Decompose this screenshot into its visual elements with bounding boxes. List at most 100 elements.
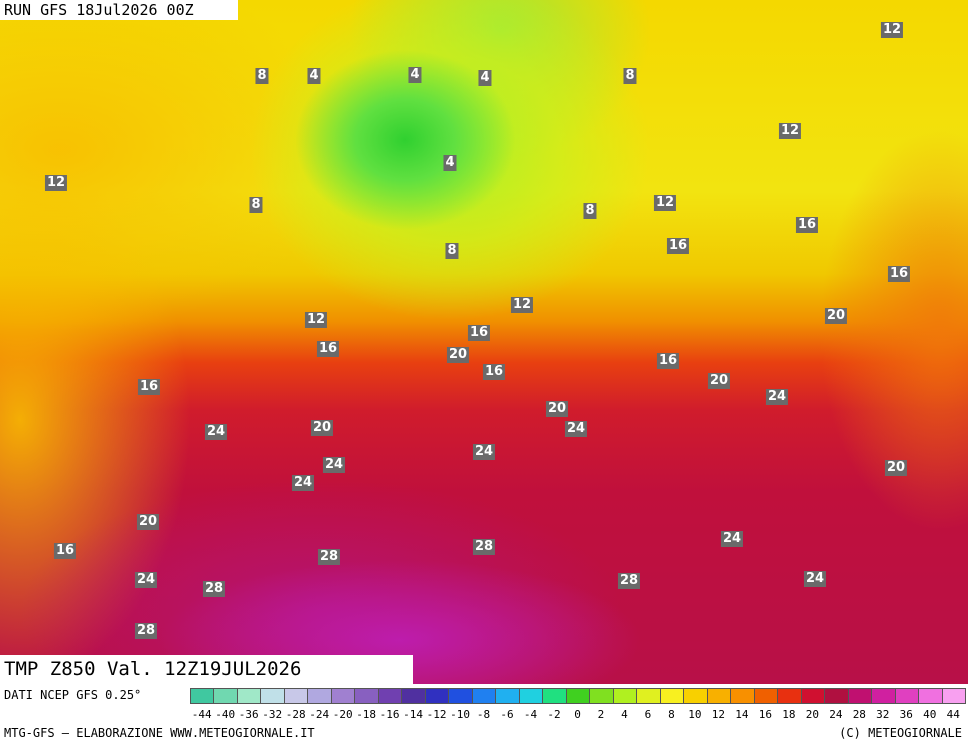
scale-tick-label: 2 xyxy=(597,708,605,721)
contour-label: 20 xyxy=(545,401,569,417)
scale-swatch xyxy=(941,688,966,704)
scale-tick-label: 4 xyxy=(621,708,628,721)
scale-swatch xyxy=(542,688,567,704)
scale-tick-label: -16 xyxy=(379,708,400,721)
scale-swatch xyxy=(565,688,591,704)
scale-swatch xyxy=(236,688,262,704)
scale-tick-label: 18 xyxy=(782,708,796,721)
scale-tick-label: -44 xyxy=(191,708,212,721)
scale-swatch xyxy=(659,688,685,704)
scale-tick-label: 40 xyxy=(923,708,937,721)
scale-swatch xyxy=(307,688,332,704)
contour-label: 24 xyxy=(322,457,346,473)
scale-swatch xyxy=(918,688,943,704)
scale-swatch xyxy=(800,688,826,704)
scale-swatch xyxy=(377,688,403,704)
field-label: TMP Z850 Val. 12Z19JUL2026 xyxy=(0,655,413,684)
scale-swatch xyxy=(518,688,544,704)
scale-tick-label: 36 xyxy=(899,708,913,721)
contour-label: 12 xyxy=(653,195,677,211)
copyright: (C) METEOGIORNALE xyxy=(839,726,962,740)
contour-label: 8 xyxy=(623,68,637,84)
scale-swatch xyxy=(213,688,238,704)
scale-swatch xyxy=(824,688,849,704)
scale-tick-label: 14 xyxy=(735,708,749,721)
scale-swatch xyxy=(330,688,356,704)
contour-label: 12 xyxy=(304,312,328,328)
contour-label: 20 xyxy=(310,420,334,436)
contour-label: 4 xyxy=(307,68,321,84)
scale-swatch xyxy=(589,688,614,704)
contour-label: 20 xyxy=(884,460,908,476)
contour-label: 4 xyxy=(408,67,422,83)
contour-label: 28 xyxy=(317,549,341,565)
scale-tick-label: -32 xyxy=(262,708,283,721)
contour-label: 8 xyxy=(445,243,459,259)
contour-label: 24 xyxy=(564,421,588,437)
scale-swatch xyxy=(354,688,379,704)
contour-label: 16 xyxy=(316,341,340,357)
contour-label: 20 xyxy=(136,514,160,530)
contour-label: 16 xyxy=(137,379,161,395)
scale-swatch xyxy=(753,688,779,704)
contour-label: 24 xyxy=(803,571,827,587)
scale-tick-label: -8 xyxy=(476,708,491,721)
scale-swatch xyxy=(847,688,873,704)
scale-tick-label: -24 xyxy=(309,708,330,721)
contour-label: 4 xyxy=(443,155,457,171)
scale-tick-label: -12 xyxy=(426,708,447,721)
contour-label: 24 xyxy=(204,424,228,440)
contour-label: 20 xyxy=(446,347,470,363)
contour-label: 8 xyxy=(249,197,263,213)
scale-swatch xyxy=(495,688,520,704)
scale-swatch xyxy=(424,688,450,704)
scale-swatch xyxy=(283,688,309,704)
scale-swatch xyxy=(190,688,215,704)
scale-swatch xyxy=(471,688,497,704)
scale-tick-label: 32 xyxy=(876,708,890,721)
scale-tick-label: -36 xyxy=(238,708,259,721)
scale-swatch xyxy=(401,688,426,704)
scale-tick-label: 0 xyxy=(574,708,581,721)
scale-tick-label: 8 xyxy=(668,708,675,721)
scale-tick-label: -4 xyxy=(523,708,538,721)
contour-label: 16 xyxy=(467,325,491,341)
scale-swatch xyxy=(706,688,732,704)
scale-swatch xyxy=(448,688,473,704)
contour-label: 20 xyxy=(824,308,848,324)
scale-tick-label: 44 xyxy=(946,708,960,721)
contour-label: 16 xyxy=(795,217,819,233)
scale-tick-label: 12 xyxy=(711,708,726,721)
contour-label: 12 xyxy=(880,22,904,38)
scale-swatch xyxy=(777,688,802,704)
scale-tick-label: -6 xyxy=(500,708,514,721)
scale-swatch xyxy=(636,688,661,704)
contour-label: 24 xyxy=(134,572,158,588)
scale-tick-label: 28 xyxy=(852,708,866,721)
contour-label: 8 xyxy=(255,68,269,84)
contour-label: 12 xyxy=(778,123,802,139)
contour-label: 16 xyxy=(666,238,690,254)
run-label: RUN GFS 18Jul2026 00Z xyxy=(0,0,238,20)
scale-tick-label: -2 xyxy=(547,708,561,721)
scale-tick-label: -40 xyxy=(215,708,236,721)
source: DATI NCEP GFS 0.25° xyxy=(4,688,142,702)
scale-tick-label: 6 xyxy=(644,708,652,721)
contour-label: 24 xyxy=(472,444,496,460)
scale-tick-label: -20 xyxy=(332,708,353,721)
contour-label: 16 xyxy=(482,364,506,380)
contour-label: 28 xyxy=(617,573,641,589)
contour-label: 12 xyxy=(510,297,534,313)
contour-label: 24 xyxy=(291,475,315,491)
contour-label: 16 xyxy=(656,353,680,369)
scale-tick-label: 20 xyxy=(805,708,819,721)
scale-swatch xyxy=(260,688,285,704)
contour-label: 28 xyxy=(472,539,496,555)
contour-label: 24 xyxy=(765,389,789,405)
contour-label: 20 xyxy=(707,373,731,389)
scale-swatch xyxy=(612,688,638,704)
scale-tick-label: -28 xyxy=(285,708,306,721)
scale-tick-label: 16 xyxy=(758,708,772,721)
contour-label: 12 xyxy=(44,175,68,191)
